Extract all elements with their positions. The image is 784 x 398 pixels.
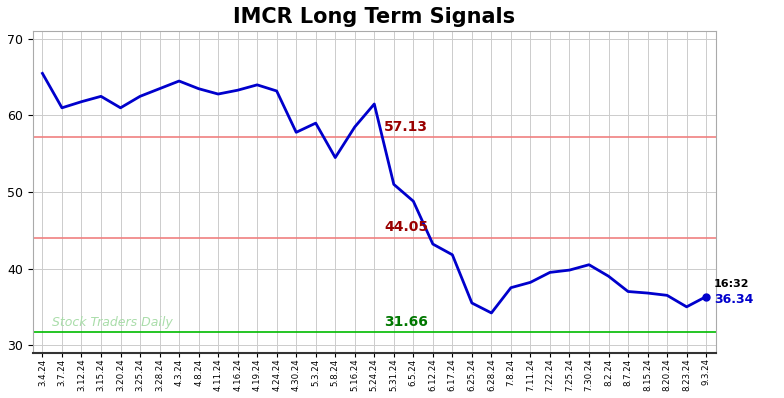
Text: 16:32: 16:32 xyxy=(714,279,750,289)
Title: IMCR Long Term Signals: IMCR Long Term Signals xyxy=(233,7,515,27)
Text: 36.34: 36.34 xyxy=(714,293,753,306)
Text: 44.05: 44.05 xyxy=(384,220,428,234)
Text: 57.13: 57.13 xyxy=(384,120,428,134)
Text: 31.66: 31.66 xyxy=(384,315,428,329)
Text: Stock Traders Daily: Stock Traders Daily xyxy=(53,316,173,329)
